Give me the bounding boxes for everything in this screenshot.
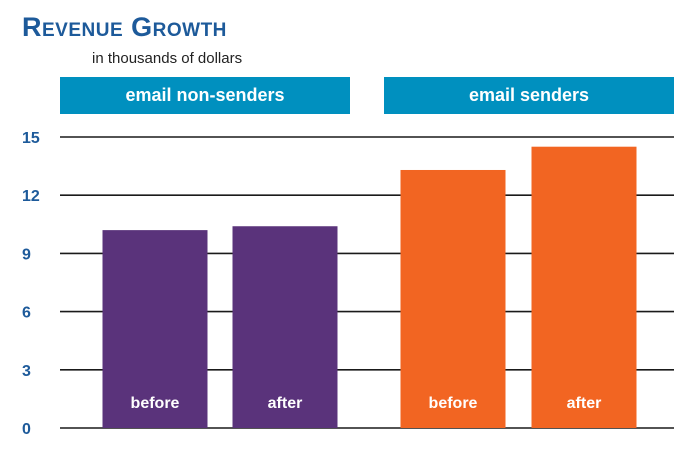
- y-tick-label-15: 15: [22, 130, 40, 147]
- y-tick-label-6: 6: [22, 305, 31, 322]
- chart-title: Revenue Growth: [22, 12, 227, 42]
- group-banner-email-non-senders: email non-senders: [60, 77, 350, 114]
- bar-email-senders-after: [531, 146, 637, 428]
- bar-label-email-non-senders-before: before: [131, 395, 180, 412]
- chart-subtitle: in thousands of dollars: [92, 50, 243, 67]
- bar-labels: before after before after: [131, 395, 602, 412]
- bar-label-email-non-senders-after: after: [268, 395, 303, 412]
- bar-email-senders-before: [400, 169, 506, 429]
- y-tick-label-0: 0: [22, 421, 31, 438]
- bar-email-non-senders-before: [102, 230, 208, 428]
- bar-label-email-senders-after: after: [567, 395, 602, 412]
- y-axis-ticks: 0 3 6 9 12 15: [22, 130, 40, 438]
- y-tick-label-12: 12: [22, 188, 40, 205]
- group-banner-email-senders: email senders: [384, 77, 674, 114]
- y-tick-label-3: 3: [22, 363, 31, 380]
- bar-label-email-senders-before: before: [429, 395, 478, 412]
- bar-email-non-senders-after: [232, 226, 338, 428]
- bars: [102, 146, 637, 429]
- y-tick-label-9: 9: [22, 246, 31, 263]
